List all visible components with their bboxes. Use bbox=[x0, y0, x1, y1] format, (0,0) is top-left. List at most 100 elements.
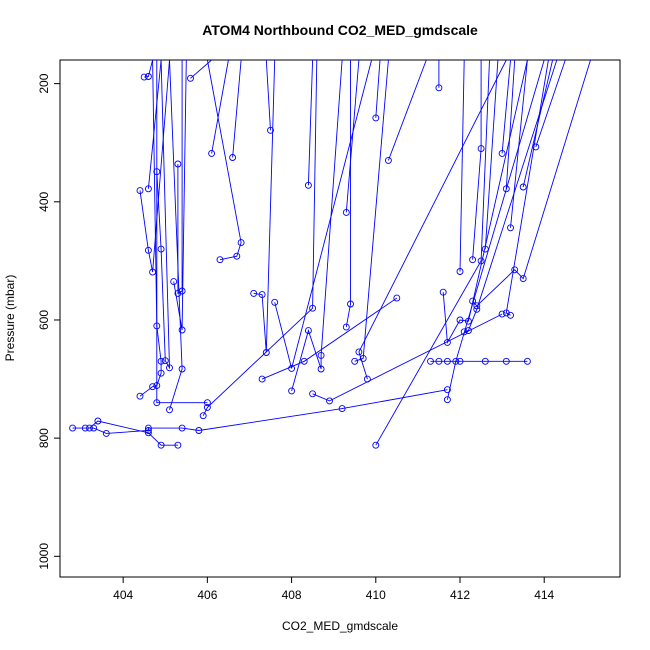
data-point-16-1 bbox=[300, 357, 308, 365]
data-point-27-0 bbox=[372, 114, 380, 122]
data-point-34-0 bbox=[469, 297, 477, 305]
data-point-1-2 bbox=[144, 429, 152, 437]
y-tick-label-0: 200 bbox=[37, 73, 51, 93]
series-line-35 bbox=[472, 60, 482, 260]
data-point-35-1 bbox=[477, 145, 485, 153]
data-point-1-0 bbox=[86, 424, 93, 432]
data-point-19-0 bbox=[288, 387, 296, 395]
x-tick-label-5: 414 bbox=[534, 588, 554, 602]
series-line-14 bbox=[232, 59, 242, 158]
series-line-38 bbox=[505, 59, 516, 189]
data-point-29-4 bbox=[481, 357, 489, 365]
data-point-23-0 bbox=[342, 208, 350, 216]
data-point-31-2 bbox=[456, 316, 464, 324]
data-point-1-4 bbox=[174, 441, 182, 449]
data-point-20-0 bbox=[304, 181, 312, 189]
series-line-9 bbox=[177, 60, 183, 295]
data-point-0-9 bbox=[443, 386, 451, 394]
data-point-15-1 bbox=[258, 291, 266, 299]
series-line-27 bbox=[375, 59, 381, 118]
data-point-11-2 bbox=[309, 304, 317, 312]
data-point-39-0 bbox=[507, 224, 514, 232]
series-line-15 bbox=[253, 59, 276, 353]
plot-frame bbox=[59, 59, 621, 578]
data-point-19-3 bbox=[317, 351, 325, 359]
series-line-25 bbox=[358, 59, 507, 380]
series-line-16 bbox=[261, 297, 398, 380]
data-point-7-0 bbox=[166, 406, 173, 414]
data-point-16-2 bbox=[393, 294, 401, 302]
data-point-25-1 bbox=[355, 348, 363, 356]
x-axis: 404 406 408 410 412 414 bbox=[113, 577, 555, 602]
data-point-0-6 bbox=[178, 424, 186, 432]
series-line-1 bbox=[89, 420, 178, 446]
series-line-2 bbox=[139, 59, 170, 273]
data-point-15-0 bbox=[250, 289, 258, 297]
y-tick-label-1: 400 bbox=[37, 191, 51, 211]
data-point-37-0 bbox=[498, 149, 506, 157]
data-point-18-1 bbox=[288, 364, 296, 372]
data-point-25-0 bbox=[363, 375, 371, 383]
data-point-38-0 bbox=[502, 185, 510, 193]
data-point-42-0 bbox=[460, 328, 468, 336]
data-point-21-1 bbox=[326, 397, 333, 405]
data-point-24-1 bbox=[359, 354, 367, 362]
data-point-5-0 bbox=[144, 185, 152, 193]
data-point-28-0 bbox=[384, 156, 392, 164]
data-point-8-0 bbox=[170, 278, 178, 286]
data-point-44-0 bbox=[203, 399, 211, 407]
data-point-2-0 bbox=[136, 187, 144, 195]
data-point-13-2 bbox=[237, 239, 245, 247]
data-point-0-4 bbox=[144, 427, 152, 434]
chart-title: ATOM4 Northbound CO2_MED_gmdscale bbox=[202, 22, 478, 38]
series-line-20 bbox=[307, 59, 314, 186]
series-line-11 bbox=[202, 59, 318, 416]
data-point-9-0 bbox=[174, 160, 182, 168]
series-line-44 bbox=[156, 60, 208, 404]
data-point-0-0 bbox=[69, 424, 77, 432]
data-point-19-1 bbox=[304, 327, 312, 335]
x-axis-label: CO2_MED_gmdscale bbox=[282, 619, 398, 633]
data-point-1-3 bbox=[157, 441, 165, 449]
data-point-41-0 bbox=[532, 143, 540, 151]
data-point-16-0 bbox=[258, 375, 266, 383]
series-line-37 bbox=[501, 59, 511, 154]
data-point-6-3 bbox=[166, 364, 173, 372]
series-line-39 bbox=[510, 59, 528, 228]
data-point-29-3 bbox=[456, 357, 464, 365]
data-point-42-1 bbox=[464, 327, 472, 335]
data-point-33-0 bbox=[456, 268, 464, 275]
data-point-0-3 bbox=[102, 429, 110, 437]
data-point-18-0 bbox=[271, 298, 279, 306]
series-line-31 bbox=[442, 59, 528, 344]
data-point-31-1 bbox=[443, 338, 451, 346]
data-point-22-0 bbox=[342, 323, 350, 331]
data-point-34-2 bbox=[511, 266, 519, 274]
data-point-0-5 bbox=[144, 424, 152, 432]
data-point-1-1 bbox=[94, 417, 102, 425]
data-point-10-0 bbox=[187, 74, 194, 82]
data-point-17-0 bbox=[267, 126, 274, 134]
series-line-36 bbox=[484, 59, 499, 250]
series-line-23 bbox=[345, 59, 360, 213]
data-point-13-1 bbox=[233, 252, 241, 260]
series-line-21 bbox=[312, 313, 503, 402]
data-point-4-3 bbox=[157, 369, 165, 377]
series-line-10 bbox=[190, 59, 212, 79]
y-tick-label-4: 1000 bbox=[37, 543, 51, 570]
data-point-11-0 bbox=[199, 412, 207, 420]
data-point-3-1 bbox=[144, 73, 152, 80]
data-point-13-0 bbox=[216, 256, 224, 264]
y-axis-label: Pressure (mbar) bbox=[3, 275, 17, 362]
data-point-21-2 bbox=[498, 310, 506, 318]
series-line-41 bbox=[535, 59, 566, 148]
data-point-15-2 bbox=[262, 349, 270, 356]
data-point-19-2 bbox=[317, 365, 325, 373]
data-point-34-3 bbox=[519, 275, 527, 283]
series-line-8 bbox=[173, 59, 187, 331]
x-tick-label-1: 406 bbox=[197, 588, 217, 602]
series-line-13 bbox=[206, 59, 242, 261]
series-line-26 bbox=[375, 59, 490, 446]
series-line-22 bbox=[345, 60, 351, 328]
